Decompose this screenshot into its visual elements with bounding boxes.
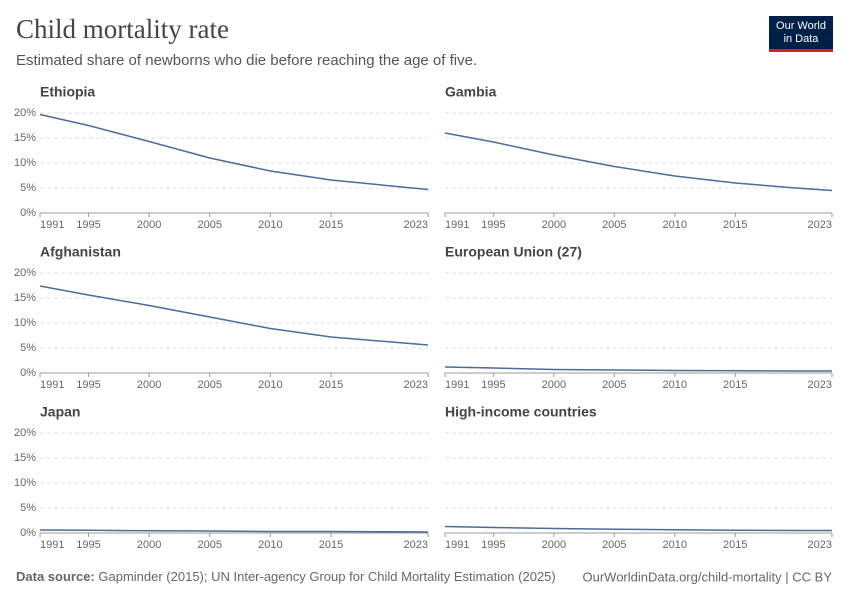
source-label: Data source: [16, 569, 95, 584]
x-tick-label: 2023 [404, 219, 428, 231]
x-tick-label: 2010 [258, 539, 282, 551]
x-tick-label: 1991 [445, 539, 469, 551]
x-tick-label: 2000 [137, 539, 161, 551]
data-line [444, 132, 833, 192]
y-tick-label: 20% [14, 427, 36, 439]
x-tick-label: 2000 [542, 379, 566, 391]
x-tick-label: 2010 [663, 539, 687, 551]
y-tick-label: 20% [14, 267, 36, 279]
x-tick-label: 2005 [198, 219, 222, 231]
x-tick-label: 2010 [258, 219, 282, 231]
x-tick-label: 1991 [40, 219, 64, 231]
panel-title: Gambia [445, 84, 497, 100]
x-tick-label: 2015 [319, 379, 343, 391]
x-tick-label: 1995 [76, 219, 100, 231]
x-tick-label: 2015 [319, 219, 343, 231]
x-tick-label: 2015 [723, 539, 747, 551]
logo-box [769, 16, 833, 49]
y-tick-label: 10% [14, 477, 36, 489]
data-line [444, 366, 832, 372]
chart-title: Child mortality rate [16, 14, 229, 44]
x-tick-label: 2005 [602, 539, 626, 551]
data-line [39, 113, 429, 191]
panel-title: High-income countries [445, 404, 597, 420]
x-tick-label: 2023 [808, 539, 832, 551]
y-tick-label: 10% [14, 317, 36, 329]
data-line [444, 525, 832, 532]
x-tick-label: 1991 [40, 379, 64, 391]
source-text: Gapminder (2015); UN Inter-agency Group … [98, 569, 555, 584]
data-line [39, 529, 429, 533]
x-tick-label: 2000 [137, 219, 161, 231]
x-tick-label: 1995 [481, 219, 505, 231]
y-tick-label: 10% [14, 157, 36, 169]
x-tick-label: 2010 [663, 219, 687, 231]
y-tick-label: 15% [14, 132, 36, 144]
y-tick-label: 20% [14, 107, 36, 119]
x-tick-label: 2005 [198, 539, 222, 551]
x-tick-label: 2023 [404, 539, 428, 551]
x-tick-label: 1995 [76, 379, 100, 391]
x-tick-label: 2000 [542, 219, 566, 231]
data-line [39, 285, 429, 346]
x-tick-label: 2000 [542, 539, 566, 551]
x-tick-label: 2023 [404, 379, 428, 391]
panel-title: European Union (27) [445, 244, 582, 260]
url[interactable]: OurWorldinData.org/child-mortality | CC … [583, 569, 833, 584]
panel-title: Ethiopia [40, 84, 95, 100]
panel-title: Japan [40, 404, 80, 420]
y-tick-label: 15% [14, 292, 36, 304]
x-tick-label: 2015 [723, 379, 747, 391]
x-tick-label: 2000 [137, 379, 161, 391]
y-tick-label: 5% [20, 342, 36, 354]
subtitle: Estimated share of newborns who die befo… [16, 52, 477, 69]
x-tick-label: 2010 [663, 379, 687, 391]
logo-bar [769, 49, 833, 52]
x-tick-label: 1991 [445, 219, 469, 231]
y-tick-label: 5% [20, 182, 36, 194]
panel-title: Afghanistan [40, 244, 121, 260]
x-tick-label: 2015 [723, 219, 747, 231]
x-tick-label: 2015 [319, 539, 343, 551]
x-tick-label: 2010 [258, 379, 282, 391]
x-tick-label: 1991 [445, 379, 469, 391]
x-tick-label: 1991 [40, 539, 64, 551]
y-tick-label: 0% [20, 527, 36, 539]
x-tick-label: 1995 [481, 539, 505, 551]
y-tick-label: 0% [20, 367, 36, 379]
source: Data source: Gapminder (2015); UN Inter-… [16, 569, 556, 584]
x-tick-label: 1995 [481, 379, 505, 391]
x-tick-label: 2005 [602, 219, 626, 231]
logo[interactable]: Our World in Data [769, 16, 833, 52]
x-tick-label: 2005 [602, 379, 626, 391]
logo-text: in Data [784, 33, 820, 45]
x-tick-label: 2023 [808, 219, 832, 231]
x-tick-label: 2023 [808, 379, 832, 391]
y-tick-label: 15% [14, 452, 36, 464]
x-tick-label: 1995 [76, 539, 100, 551]
y-tick-label: 5% [20, 502, 36, 514]
y-tick-label: 0% [20, 207, 36, 219]
logo-text: Our World [776, 20, 826, 32]
x-tick-label: 2005 [198, 379, 222, 391]
